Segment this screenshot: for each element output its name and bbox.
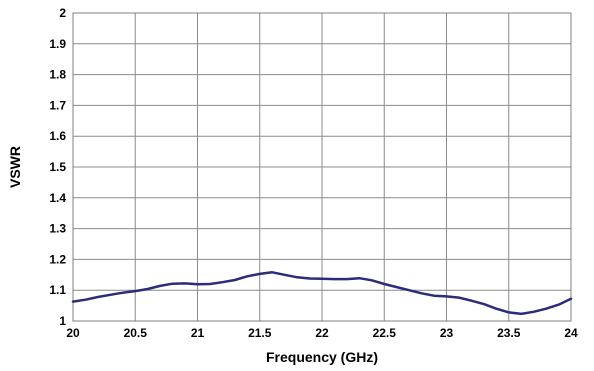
y-tick-label: 1.3: [49, 222, 66, 236]
plot-border: [72, 12, 572, 322]
y-tick-label: 1.6: [49, 129, 66, 143]
y-tick-label: 1.8: [49, 68, 66, 82]
x-tick-labels: 20 20.5 21 21.5 22 22.5 23 23.5 24: [66, 326, 578, 340]
x-axis-title: Frequency (GHz): [266, 349, 378, 365]
y-axis-title: VSWR: [7, 146, 23, 188]
y-tick-label: 1.7: [49, 98, 66, 112]
y-tick-label: 1: [59, 314, 66, 328]
x-tick-label: 23: [440, 326, 454, 340]
x-tick-label: 24: [564, 326, 578, 340]
y-tick-label: 2: [59, 6, 66, 20]
x-tick-label: 20.5: [124, 326, 148, 340]
y-tick-label: 1.9: [49, 37, 66, 51]
y-tick-label: 1.4: [49, 191, 66, 205]
x-tick-label: 22.5: [373, 326, 397, 340]
y-tick-label: 1.2: [49, 252, 66, 266]
x-tick-label: 20: [66, 326, 80, 340]
x-tick-label: 22: [315, 326, 329, 340]
x-tick-label: 21.5: [248, 326, 272, 340]
series-layer: [71, 271, 573, 316]
x-tick-label: 21: [191, 326, 205, 340]
y-tick-labels: 1 1.1 1.2 1.3 1.4 1.5 1.6 1.7 1.8 1.9 2: [49, 6, 66, 328]
y-tick-label: 1.5: [49, 160, 66, 174]
y-tick-label: 1.1: [49, 283, 66, 297]
x-tick-label: 23.5: [497, 326, 521, 340]
vswr-series-line: [71, 271, 573, 316]
